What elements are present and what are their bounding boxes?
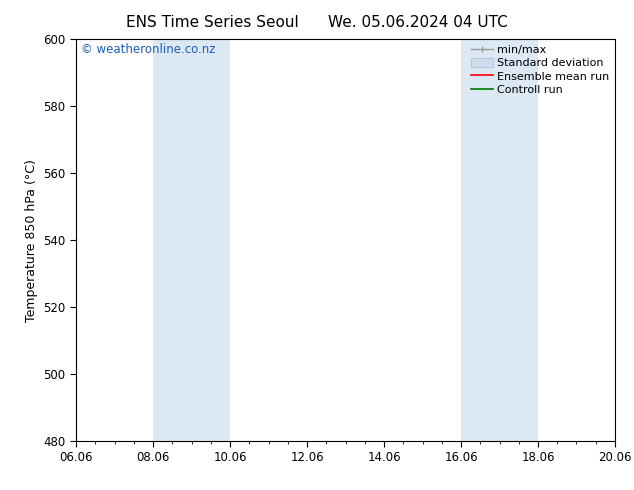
Bar bbox=[461, 39, 500, 441]
Y-axis label: Temperature 850 hPa (°C): Temperature 850 hPa (°C) bbox=[25, 159, 38, 321]
Bar bbox=[500, 39, 538, 441]
Text: ENS Time Series Seoul      We. 05.06.2024 04 UTC: ENS Time Series Seoul We. 05.06.2024 04 … bbox=[126, 15, 508, 30]
Bar bbox=[191, 39, 230, 441]
Text: © weatheronline.co.nz: © weatheronline.co.nz bbox=[81, 43, 216, 56]
Legend: min/max, Standard deviation, Ensemble mean run, Controll run: min/max, Standard deviation, Ensemble me… bbox=[469, 43, 612, 97]
Bar bbox=[153, 39, 191, 441]
